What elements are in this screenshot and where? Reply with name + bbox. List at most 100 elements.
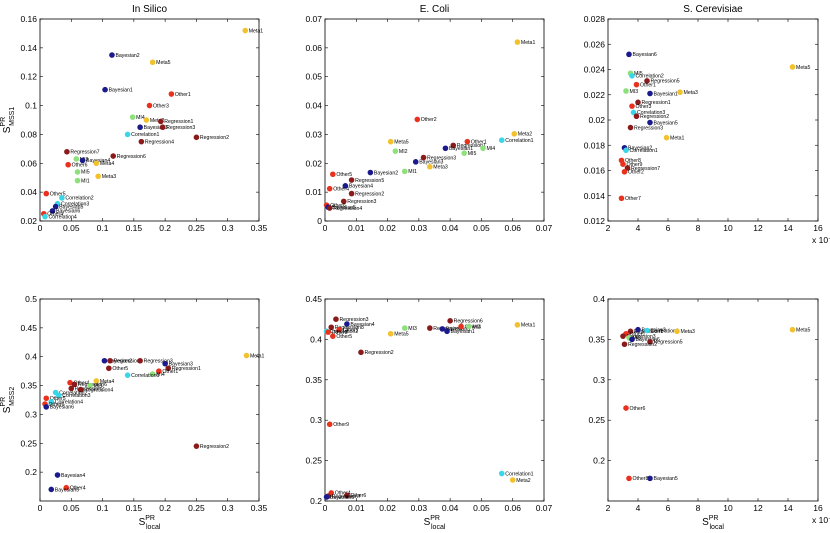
y-tick-label: 0.02 — [20, 216, 37, 226]
data-point — [149, 371, 156, 377]
data-point-label: Other4 — [74, 380, 90, 386]
data-point — [420, 154, 427, 161]
data-point-label: Other8 — [625, 158, 641, 164]
y-tick-label: 0.06 — [305, 43, 322, 53]
data-point-label: MI4 — [136, 115, 145, 121]
y-tick-label: 0.2 — [593, 456, 605, 466]
data-point-label: Other6 — [630, 406, 646, 412]
data-point-label: Bayesian6 — [56, 209, 80, 215]
data-point — [387, 330, 394, 337]
data-point — [77, 386, 84, 393]
data-point-label: Bayesian2 — [115, 53, 139, 59]
x-tick-label: 0.03 — [411, 503, 428, 513]
data-point-label: Correlation1 — [630, 148, 658, 154]
y-tick-label: 0.02 — [305, 158, 322, 168]
data-point — [626, 475, 632, 482]
data-point — [326, 205, 333, 211]
data-point-label: MI3 — [408, 326, 417, 332]
data-point-label: Bayesian5 — [55, 487, 79, 493]
data-point-label: Bayesian2 — [108, 359, 132, 365]
y-tick-label: 0.02 — [588, 115, 605, 125]
x-tick-label: 0.04 — [442, 223, 459, 233]
y-tick-label: 0.016 — [584, 166, 606, 176]
data-point-label: MI4 — [472, 324, 481, 330]
data-point-label: Regression1 — [457, 143, 486, 149]
y-tick-label: 0.2 — [25, 467, 37, 477]
data-point — [143, 117, 150, 123]
data-point — [447, 318, 453, 324]
data-point-label: Regression5 — [651, 79, 680, 85]
data-point-label: Other2 — [465, 324, 481, 330]
data-point-label: Other4 — [70, 486, 86, 492]
data-point — [326, 421, 333, 428]
data-point-label: Correlation2 — [636, 74, 664, 80]
data-point-label: Bayesian4 — [349, 184, 373, 190]
data-point — [464, 138, 471, 145]
data-point-label: Bayesian4 — [61, 473, 85, 479]
data-point — [344, 321, 350, 327]
data-point — [647, 119, 653, 126]
y-tick-label: 0.4 — [593, 294, 605, 304]
data-point — [43, 395, 50, 402]
data-point-label: Regression3 — [427, 155, 456, 161]
data-point — [633, 81, 640, 88]
data-point — [444, 328, 450, 335]
data-point — [620, 161, 626, 167]
data-point-label: Regression3 — [347, 199, 376, 205]
data-point-label: MI3 — [94, 383, 103, 389]
data-point — [450, 142, 457, 149]
panel-title: In Silico — [132, 4, 167, 15]
plot-frame — [39, 298, 260, 502]
data-point — [344, 492, 350, 499]
y-tick-label: 0.04 — [305, 101, 322, 111]
data-point — [54, 472, 61, 478]
y-tick-label: 0.3 — [310, 415, 322, 425]
data-point — [442, 145, 449, 152]
x-tick-label: 12 — [753, 503, 763, 513]
y-tick-label: 0.024 — [584, 65, 606, 75]
data-point-label: Regression2 — [355, 191, 384, 197]
data-point — [333, 316, 339, 323]
data-point-label: Meta3 — [684, 90, 699, 96]
data-point — [635, 326, 641, 333]
data-point — [146, 102, 153, 109]
data-point-label: Other1 — [471, 139, 487, 145]
x-tick-label: 0.35 — [251, 223, 268, 233]
data-point-label: Regression3 — [634, 125, 663, 131]
data-point — [162, 360, 168, 367]
x-tick-label: 0.1 — [97, 223, 109, 233]
scatter-panel-5: 0 0.01 0.02 0.03 0.04 0.05 0.06 0.07 0.2 0.25 0.3 0… — [305, 294, 552, 531]
data-point-label: Regression6 — [117, 154, 146, 160]
data-point — [621, 341, 628, 348]
data-point-label: MI3 — [633, 336, 642, 342]
x-tick-label: 0.07 — [536, 223, 553, 233]
data-point-label: Other1 — [175, 92, 191, 98]
y-tick-label: 0.028 — [584, 14, 606, 24]
data-point-label: Regression1 — [642, 100, 671, 106]
data-point — [193, 134, 200, 141]
data-point — [789, 326, 796, 333]
data-point-label: MI5 — [634, 71, 643, 77]
data-point-label: Regression2 — [364, 350, 393, 356]
data-point — [87, 382, 93, 389]
data-point — [627, 328, 634, 335]
data-point — [644, 78, 650, 84]
x-tick-label: 0 — [38, 503, 43, 513]
data-point-label: Other5 — [336, 334, 352, 340]
data-point-label: Other2 — [628, 170, 644, 176]
data-point-label: Correlation1 — [505, 138, 533, 144]
data-point-label: Bayesian3 — [446, 327, 470, 333]
y-axis-label: SPR MSS2 — [0, 387, 16, 414]
data-point — [157, 118, 164, 125]
data-point-label: Other5 — [112, 366, 128, 372]
data-point-label: Regression2 — [640, 114, 669, 120]
data-point — [193, 443, 200, 449]
data-point — [627, 124, 634, 131]
data-point-label: Regression2 — [200, 444, 229, 450]
x-tick-label: 14 — [783, 223, 793, 233]
x-tick-label: 0.06 — [504, 223, 521, 233]
y-tick-label: 0.026 — [584, 39, 606, 49]
data-point-label: Other6 — [72, 163, 88, 169]
data-point-label: Meta4 — [100, 161, 115, 167]
x-tick-label: 0.25 — [188, 503, 205, 513]
